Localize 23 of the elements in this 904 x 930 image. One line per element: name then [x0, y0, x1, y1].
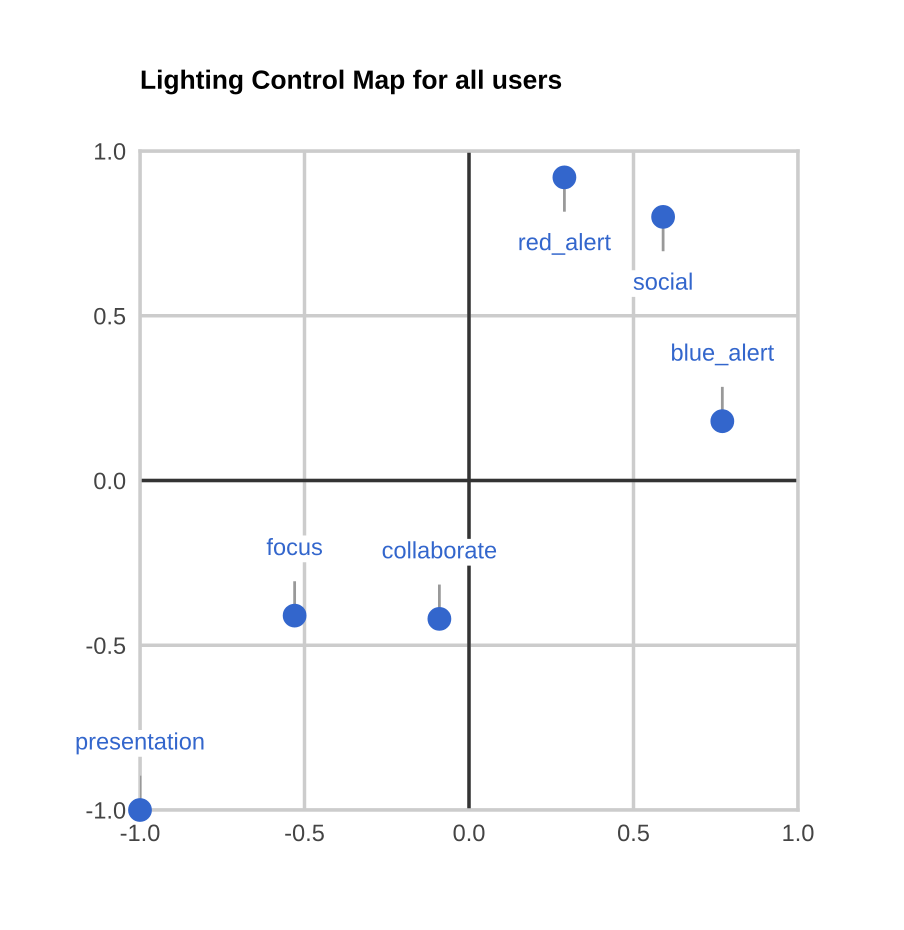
x-tick-label: 1.0 — [783, 824, 814, 842]
annotation: focus — [266, 538, 322, 556]
y-tick-label: -1.0 — [86, 802, 126, 819]
annotation: blue_alert — [672, 344, 774, 366]
x-tick-label: -1.0 — [120, 824, 160, 842]
point — [651, 205, 675, 229]
point — [428, 607, 452, 631]
annotation: collaborate — [382, 541, 496, 559]
annotation: presentation — [76, 732, 204, 754]
x-tick-label: -0.5 — [285, 824, 324, 842]
point — [128, 798, 152, 822]
point — [282, 604, 307, 628]
y-tick-label: -0.5 — [86, 637, 126, 654]
y-tick-label: 0.0 — [94, 472, 126, 490]
x-tick-label: 0.5 — [618, 824, 649, 842]
point — [710, 409, 734, 434]
point — [552, 165, 576, 190]
chart-title: Lighting Control Map for all users — [142, 70, 562, 94]
annotation: red_alert — [519, 233, 611, 255]
y-tick-label: 1.0 — [95, 143, 126, 160]
y-tick-label: 0.5 — [94, 308, 126, 325]
annotation: social — [634, 272, 692, 290]
x-tick-label: 0.0 — [454, 824, 484, 842]
